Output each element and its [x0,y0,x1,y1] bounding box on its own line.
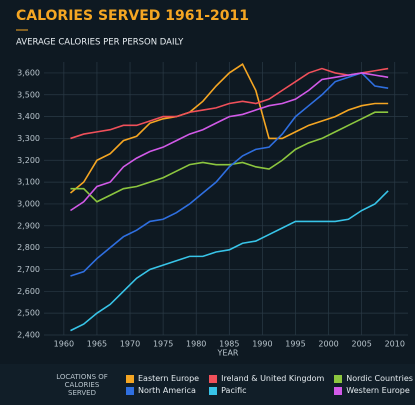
legend-item: Western Europe [334,386,413,395]
x-tick-label: 2000 [318,340,338,349]
x-tick-label: 1970 [120,340,140,349]
x-tick-label: 2010 [385,340,405,349]
series-line [70,190,389,332]
y-tick-label: 2,400 [17,331,40,340]
series-line [69,63,389,194]
legend-item: Ireland & United Kingdom [209,374,324,383]
legend-title: LOCATIONS OF CALORIES SERVED [56,372,108,397]
y-tick-label: 3,600 [17,68,40,77]
legend-label: Eastern Europe [138,374,200,383]
legend-swatch [334,386,343,395]
x-tick-label: 1990 [252,340,272,349]
x-tick-label: 1995 [285,340,305,349]
legend-swatch [126,374,134,383]
x-tick-label: 2005 [351,340,371,349]
legend-label: Ireland & United Kingdom [221,374,325,383]
y-tick-label: 3,200 [17,156,40,165]
x-tick-label: 1960 [54,340,74,349]
legend-label: Pacific [221,386,247,395]
y-tick-label: 3,100 [17,178,40,187]
x-axis-title: YEAR [217,349,239,358]
series-line [70,67,389,140]
series-line [70,72,389,277]
legend-item: Eastern Europe [126,374,199,383]
legend-swatch [126,386,134,395]
legend-items: Eastern Europe Ireland & United Kingdom No… [126,374,413,395]
legend-swatch [334,374,343,383]
chart: CALORIES SERVED 1961-2011 AVERAGE CALORI… [16,8,408,358]
y-tick-label: 2,900 [17,221,40,230]
y-tick-label: 3,300 [17,134,40,143]
chart-subtitle: AVERAGE CALORIES PER PERSON DAILY [16,38,184,48]
y-tick-label: 2,800 [17,243,40,252]
legend-item: Pacific [209,386,324,395]
y-tick-label: 3,000 [17,199,40,208]
y-tick-label: 2,600 [17,287,40,296]
legend-label: Nordic Countries [346,374,413,383]
legend: LOCATIONS OF CALORIES SERVED Eastern Eur… [0,364,415,405]
chart-title: CALORIES SERVED 1961-2011 [16,8,249,24]
legend-swatch [209,374,218,383]
legend-swatch [209,386,218,395]
legend-item: Nordic Countries [334,374,413,383]
y-tick-label: 3,500 [17,90,40,99]
x-tick-label: 1985 [219,340,239,349]
series-line [70,72,389,212]
legend-label: Western Europe [346,386,410,395]
x-tick-label: 1980 [186,340,206,349]
y-tick-label: 2,700 [17,265,40,274]
series-line [70,111,389,203]
legend-label: North America [138,386,196,395]
y-tick-label: 3,400 [17,112,40,121]
legend-item: North America [126,386,199,395]
x-tick-label: 1965 [87,340,107,349]
x-tick-label: 1975 [153,340,173,349]
y-tick-label: 2,500 [17,309,40,318]
